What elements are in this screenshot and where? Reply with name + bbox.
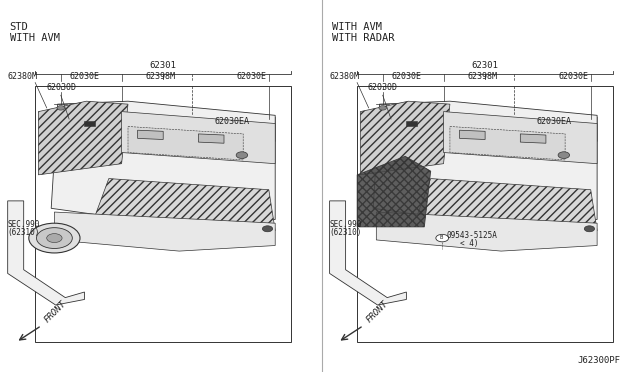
Polygon shape: [330, 201, 406, 305]
Text: FRONT: FRONT: [43, 299, 68, 325]
Text: 62030EA: 62030EA: [214, 118, 250, 126]
Circle shape: [29, 223, 80, 253]
Text: 09543-5125A: 09543-5125A: [447, 231, 497, 240]
Polygon shape: [74, 108, 275, 141]
Text: 62380M: 62380M: [8, 72, 38, 81]
Polygon shape: [357, 156, 431, 227]
Circle shape: [436, 234, 449, 242]
Polygon shape: [520, 134, 546, 143]
Text: 62301: 62301: [150, 61, 177, 70]
Text: (62310): (62310): [330, 228, 362, 237]
Polygon shape: [412, 179, 597, 242]
Text: 62030EA: 62030EA: [536, 118, 572, 126]
Polygon shape: [460, 130, 485, 140]
Polygon shape: [90, 179, 275, 242]
Polygon shape: [138, 130, 163, 140]
Text: 62030E: 62030E: [69, 72, 99, 81]
Circle shape: [236, 152, 248, 158]
Text: < 4): < 4): [460, 239, 478, 248]
Polygon shape: [396, 108, 597, 141]
Polygon shape: [376, 212, 597, 251]
Text: 62030E: 62030E: [559, 72, 589, 81]
Circle shape: [36, 228, 72, 248]
Circle shape: [57, 106, 65, 110]
Polygon shape: [444, 112, 597, 164]
Text: 62030E: 62030E: [391, 72, 421, 81]
Text: FRONT: FRONT: [365, 299, 390, 325]
Text: SEC.990: SEC.990: [330, 220, 362, 229]
Text: 62030E: 62030E: [237, 72, 267, 81]
Circle shape: [262, 226, 273, 232]
Polygon shape: [38, 101, 128, 175]
Polygon shape: [51, 101, 275, 231]
Text: SEC.990: SEC.990: [8, 220, 40, 229]
Text: 62301: 62301: [472, 61, 499, 70]
Circle shape: [584, 226, 595, 232]
Text: J62300PF: J62300PF: [578, 356, 621, 365]
Polygon shape: [198, 134, 224, 143]
Polygon shape: [122, 112, 275, 164]
Text: 62398M: 62398M: [468, 72, 498, 81]
Text: WITH RADAR: WITH RADAR: [332, 33, 394, 43]
Text: 62398M: 62398M: [146, 72, 176, 81]
Polygon shape: [8, 201, 84, 305]
Polygon shape: [360, 101, 450, 175]
Bar: [84, 121, 95, 126]
Polygon shape: [373, 101, 597, 231]
Polygon shape: [128, 126, 243, 160]
Text: WITH AVM: WITH AVM: [332, 22, 381, 32]
Text: STD: STD: [10, 22, 28, 32]
Bar: [406, 121, 417, 126]
Text: B: B: [439, 235, 442, 240]
Circle shape: [47, 234, 62, 243]
Text: 62030D: 62030D: [368, 83, 398, 92]
Text: 62030D: 62030D: [46, 83, 76, 92]
Polygon shape: [450, 126, 565, 160]
Circle shape: [379, 106, 387, 110]
Circle shape: [558, 152, 570, 158]
Text: (62310): (62310): [8, 228, 40, 237]
Polygon shape: [54, 212, 275, 251]
Text: WITH AVM: WITH AVM: [10, 33, 60, 43]
Text: 62380M: 62380M: [330, 72, 360, 81]
